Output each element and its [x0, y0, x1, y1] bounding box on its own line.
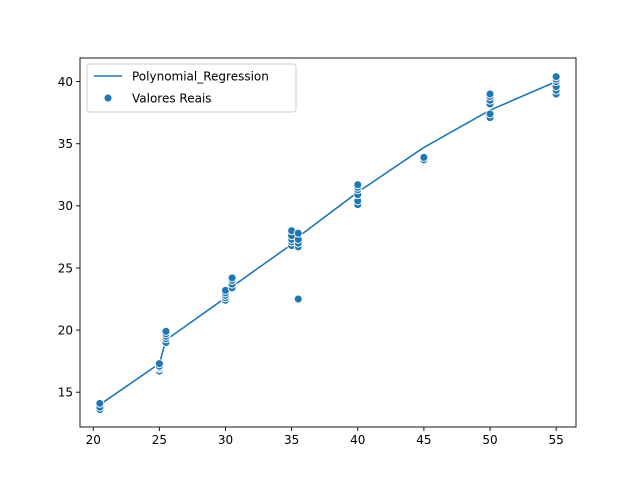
legend-box: [86, 63, 297, 113]
data-point: [293, 294, 303, 304]
y-tick-label: 15: [58, 386, 73, 400]
axes-frame: [79, 57, 577, 428]
data-point: [485, 109, 495, 119]
data-point: [227, 273, 237, 283]
x-tick-label: 25: [152, 433, 167, 447]
data-point: [95, 398, 105, 408]
y-tick-label: 30: [58, 199, 73, 213]
x-tick-label: 40: [350, 433, 365, 447]
x-tick-label: 35: [284, 433, 299, 447]
x-tick-label: 50: [482, 433, 497, 447]
y-tick-label: 35: [58, 137, 73, 151]
data-point: [154, 359, 164, 369]
y-tick-label: 20: [58, 323, 73, 337]
legend-label: Polynomial_Regression: [132, 70, 269, 84]
data-point: [353, 180, 363, 190]
x-tick-label: 20: [86, 433, 101, 447]
y-tick-label: 25: [58, 261, 73, 275]
legend: Polynomial_Regression Valores Reais: [86, 63, 297, 113]
legend-marker-swatch: [103, 93, 113, 103]
axes: 20 25 30 35 40 45 50 55 15 20 25 30 35 40: [58, 57, 577, 447]
data-point: [485, 89, 495, 99]
y-tick-label: 40: [58, 75, 73, 89]
data-point: [419, 152, 429, 162]
x-tick-label: 30: [218, 433, 233, 447]
x-tick-label: 45: [416, 433, 431, 447]
regression-line: [98, 80, 558, 406]
data-point: [161, 326, 171, 336]
plot-area: [95, 72, 561, 415]
data-point: [293, 228, 303, 238]
legend-label: Valores Reais: [132, 92, 212, 106]
x-tick-label: 55: [549, 433, 564, 447]
data-point: [551, 72, 561, 82]
